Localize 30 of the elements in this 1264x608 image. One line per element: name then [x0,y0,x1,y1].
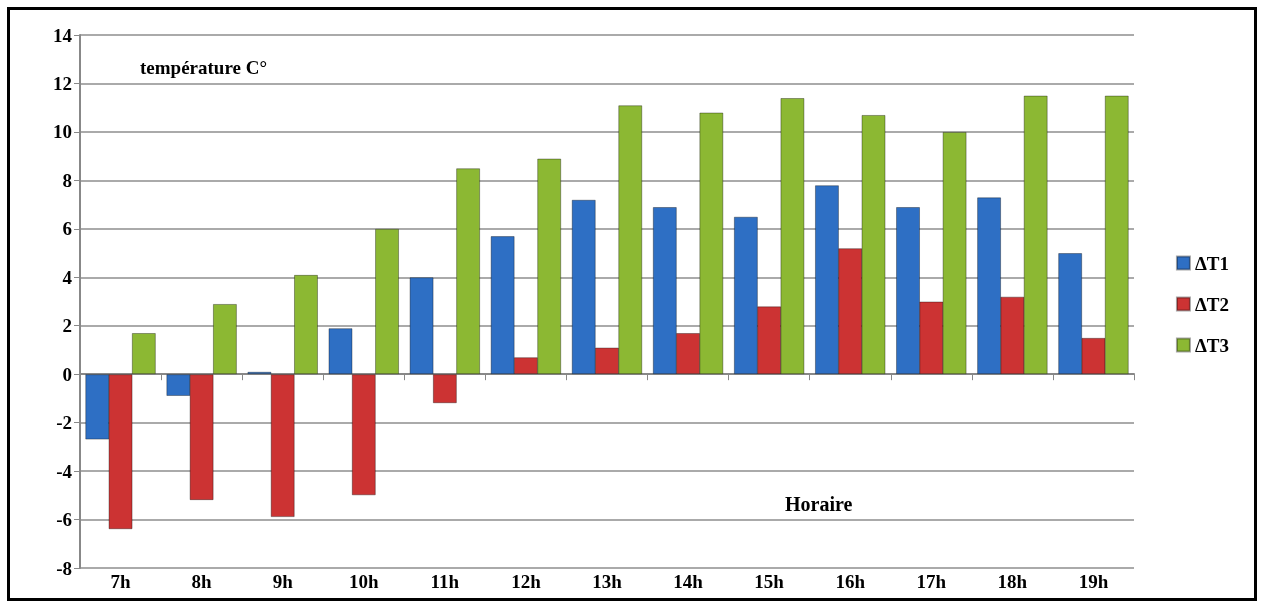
x-tick-label: 17h [916,571,947,592]
x-tick-label: 19h [1078,571,1109,592]
y-tick-label: -8 [56,557,72,579]
y-tick-label: 2 [62,315,72,337]
y-tick-label: 12 [53,72,72,94]
y-tick-label: 6 [62,218,72,240]
y-axis-title: température C° [140,57,268,78]
y-tick-label: -2 [56,412,72,434]
x-tick-label: 12h [511,571,542,592]
legend-label: ΔT1 [1194,252,1230,274]
x-tick-label: 7h [110,571,131,592]
x-tick-label: 15h [754,571,785,592]
x-tick-label: 11h [430,571,460,592]
x-tick-label: 9h [272,571,294,592]
x-tick-label: 14h [673,571,704,592]
y-tick-label: 8 [62,169,72,191]
y-tick-label: 10 [53,121,72,143]
x-tick-label: 10h [348,571,379,592]
x-tick-label: 16h [835,571,866,592]
y-tick-label: 14 [53,24,73,46]
x-tick-label: 18h [997,571,1028,592]
legend-label: ΔT3 [1194,334,1230,356]
x-tick-label: 13h [592,571,623,592]
x-axis-title: Horaire [785,493,853,515]
y-tick-label: -6 [56,509,72,531]
y-tick-label: 0 [62,363,72,385]
y-tick-label: 4 [62,266,73,288]
x-tick-label: 8h [191,571,213,592]
legend-label: ΔT2 [1194,293,1230,315]
y-tick-label: -4 [56,460,73,482]
